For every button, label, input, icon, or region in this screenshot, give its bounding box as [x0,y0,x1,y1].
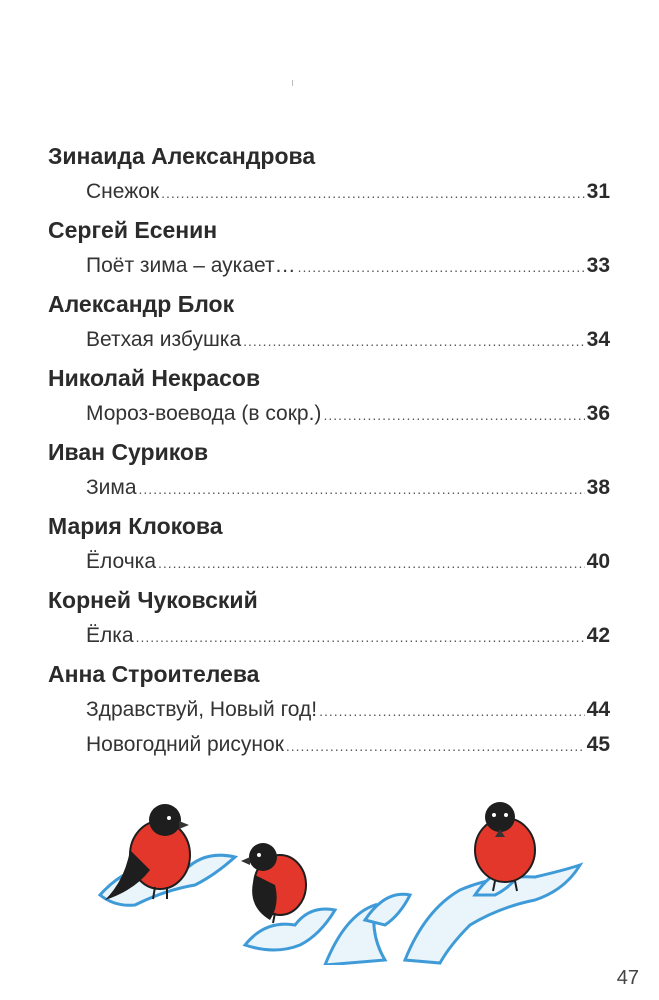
author-name: Корней Чуковский [48,587,258,613]
author-name: Зинаида Александрова [48,143,316,169]
author-name: Николай Некрасов [48,365,261,391]
entry-page-number: 44 [586,698,610,721]
entry-title: Снежок [86,180,160,203]
dot-leader [323,398,584,433]
dot-leader [161,176,585,211]
entry-page-number: 45 [586,733,610,756]
dot-leader [319,694,585,729]
author-name: Александр Блок [48,291,235,317]
author-name: Анна Строителева [48,661,260,687]
toc-entry[interactable]: Поёт зима – аукает… 33 [86,248,610,283]
author-name: Мария Клокова [48,513,223,539]
toc-entry[interactable]: Мороз-воевода (в сокр.) 36 [86,396,610,431]
toc-entry[interactable]: Ёлка 42 [86,618,610,653]
entry-page-number: 40 [586,550,610,573]
entry-page-number: 38 [586,476,610,499]
entry-page-number: 34 [586,328,610,351]
entry-page-number: 42 [586,624,610,647]
toc-entry[interactable]: Зима 38 [86,470,610,505]
dot-leader [286,729,585,764]
dot-leader [136,620,585,655]
entry-title: Поёт зима – аукает… [86,254,296,277]
entry-title: Здравствуй, Новый год! [86,698,318,721]
author-name: Иван Суриков [48,439,209,465]
bullfinch-middle-icon [241,843,307,924]
table-of-contents: Зинаида Александрова Снежок 31 Сергей Есени… [48,135,610,762]
toc-entry[interactable]: Ёлочка 40 [86,544,610,579]
author-name: Сергей Есенин [48,217,218,243]
entry-page-number: 33 [586,254,610,277]
dot-leader [243,324,585,359]
dot-leader [158,546,585,581]
entry-title: Новогодний рисунок [86,733,284,756]
bullfinch-right-icon [474,802,536,892]
entry-page-number: 36 [586,402,610,425]
toc-entry[interactable]: Снежок 31 [86,174,610,209]
bullfinch-left-icon [105,804,191,900]
toc-entry[interactable]: Здравствуй, Новый год! 44 [86,692,610,727]
entry-title: Зима [86,476,137,499]
entry-title: Ветхая избушка [86,328,242,351]
toc-entry[interactable]: Ветхая избушка 34 [86,322,610,357]
dot-leader [139,472,585,507]
bullfinches-illustration [97,802,584,965]
entry-title: Ёлка [86,624,134,647]
page-number: 47 [616,967,639,989]
print-mark [292,80,293,86]
entry-page-number: 31 [586,180,610,203]
entry-title: Ёлочка [86,550,156,573]
toc-entry[interactable]: Новогодний рисунок 45 [86,727,610,762]
dot-leader [298,250,585,285]
entry-title: Мороз-воевода (в сокр.) [86,402,322,425]
